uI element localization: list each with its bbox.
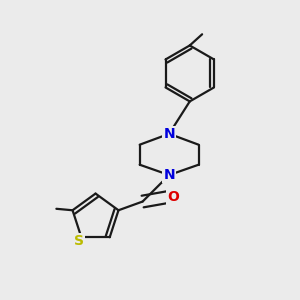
Text: N: N	[163, 127, 175, 141]
Text: S: S	[74, 234, 84, 248]
Text: O: O	[167, 190, 179, 204]
Text: N: N	[163, 168, 175, 182]
